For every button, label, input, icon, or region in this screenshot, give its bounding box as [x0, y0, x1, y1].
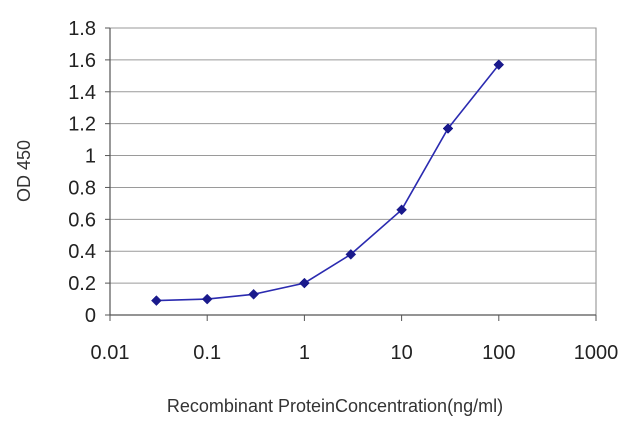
y-tick-label: 1.8	[68, 18, 96, 40]
data-point-marker	[345, 249, 357, 260]
y-tick-label: 0.6	[68, 209, 96, 231]
y-axis-ticks: 0 0.2 0.4 0.6 0.8 1 1.2 1.4 1.6 1.8	[68, 18, 110, 327]
x-axis-ticks: 0.01 0.1 1 10 100 1000	[91, 315, 619, 364]
plot-area	[109, 27, 597, 316]
series-layer	[151, 59, 505, 306]
x-tick-label: 10	[390, 342, 412, 364]
data-point-marker	[151, 295, 162, 306]
x-tick-label: 1	[299, 342, 310, 364]
x-tick-label: 0.01	[91, 342, 130, 364]
y-tick-label: 0.2	[68, 273, 96, 295]
y-tick-label: 0.8	[68, 177, 96, 199]
y-tick-label: 1	[85, 146, 96, 168]
data-point-marker	[442, 123, 454, 134]
y-tick-label: 0	[85, 305, 96, 327]
y-tick-label: 1.2	[68, 114, 96, 136]
data-point-marker	[396, 204, 407, 216]
data-point-marker	[201, 293, 213, 305]
x-axis-label: Recombinant ProteinConcentration(ng/ml)	[167, 396, 503, 416]
x-tick-label: 0.1	[193, 342, 221, 364]
x-tick-label: 1000	[574, 342, 619, 364]
data-point-marker	[299, 277, 310, 289]
data-point-marker	[248, 288, 259, 300]
data-point-marker	[493, 59, 505, 71]
y-tick-label: 0.4	[68, 241, 96, 263]
series-line	[156, 64, 500, 302]
y-axis-label: OD 450	[14, 140, 34, 202]
y-tick-label: 1.6	[68, 50, 96, 72]
gridlines	[110, 27, 596, 284]
y-tick-label: 1.4	[68, 82, 96, 104]
x-tick-label: 100	[482, 342, 515, 364]
